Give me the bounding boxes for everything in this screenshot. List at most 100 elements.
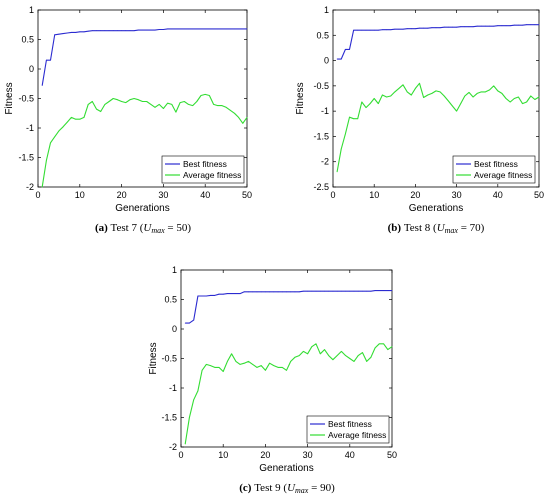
data-point-best-fitness	[265, 291, 266, 293]
data-point-best-fitness	[394, 28, 396, 30]
y-tick-label: 1	[324, 5, 329, 15]
data-point-average-fitness	[480, 91, 482, 93]
y-tick-label: -1.5	[161, 413, 177, 423]
data-point-best-fitness	[277, 291, 279, 293]
data-point-average-fitness	[137, 99, 139, 101]
data-point-average-fitness	[410, 94, 412, 96]
data-point-average-fitness	[357, 118, 359, 120]
plot-frame	[332, 9, 540, 188]
data-point-average-fitness	[193, 399, 195, 401]
x-tick-label: 20	[117, 190, 127, 200]
data-point-best-fitness	[167, 28, 168, 30]
caption-variable: U	[437, 222, 446, 234]
data-point-average-fitness	[530, 95, 532, 97]
data-point-average-fitness	[485, 91, 486, 93]
data-point-best-fitness	[87, 30, 89, 32]
x-tick-label: 30	[158, 190, 168, 200]
data-point-average-fitness	[443, 95, 445, 97]
data-point-average-fitness	[265, 369, 266, 371]
data-point-average-fitness	[369, 103, 371, 104]
data-point-average-fitness	[374, 347, 376, 349]
caption-subscript: max	[295, 486, 309, 495]
data-point-average-fitness	[50, 142, 51, 144]
data-point-best-fitness	[133, 30, 135, 32]
data-point-best-fitness	[227, 293, 228, 294]
x-tick-label: 50	[387, 450, 397, 460]
data-point-best-fitness	[112, 30, 114, 32]
data-point-average-fitness	[91, 101, 93, 102]
data-point-average-fitness	[526, 101, 528, 103]
data-point-average-fitness	[518, 96, 519, 98]
data-point-best-fitness	[311, 290, 313, 292]
x-tick-label: 50	[242, 190, 252, 200]
data-point-average-fitness	[129, 99, 131, 101]
caption-equation: = 70)	[458, 222, 485, 234]
data-point-best-fitness	[290, 291, 292, 293]
data-point-best-fitness	[526, 24, 528, 26]
data-point-average-fitness	[163, 108, 164, 109]
data-point-average-fitness	[281, 366, 283, 368]
data-point-average-fitness	[344, 133, 346, 135]
caption-subscript: max	[151, 226, 165, 235]
data-point-average-fitness	[447, 100, 449, 102]
data-point-best-fitness	[222, 293, 224, 295]
data-point-average-fitness	[406, 91, 408, 93]
chart-0: 0 10 20 30 40 50 -2 -1.5 -1 -0.5 0 0.5 1 Generations F…	[4, 5, 252, 235]
series-line-best-fitness	[185, 290, 392, 324]
data-point-best-fitness	[386, 29, 387, 31]
x-axis-label: Generations	[409, 203, 463, 214]
data-point-average-fitness	[71, 116, 72, 118]
data-point-average-fitness	[205, 364, 207, 365]
data-point-best-fitness	[100, 30, 102, 32]
data-point-best-fitness	[344, 49, 346, 50]
y-tick-label: -1	[26, 123, 34, 133]
data-point-best-fitness	[146, 29, 148, 31]
data-point-average-fitness	[96, 108, 97, 110]
data-point-average-fitness	[349, 358, 351, 359]
data-point-average-fitness	[125, 102, 127, 104]
data-point-average-fitness	[357, 355, 359, 356]
data-point-average-fitness	[328, 355, 330, 356]
data-point-best-fitness	[382, 29, 383, 31]
data-point-average-fitness	[324, 349, 325, 351]
caption-text: Test 9 (	[254, 482, 287, 494]
data-point-best-fitness	[298, 291, 300, 293]
y-tick-label: 1	[29, 5, 34, 15]
data-point-best-fitness	[234, 28, 235, 30]
data-point-best-fitness	[431, 27, 433, 29]
data-point-average-fitness	[373, 98, 375, 99]
data-point-average-fitness	[336, 355, 338, 356]
data-point-best-fitness	[158, 29, 160, 30]
data-point-best-fitness	[183, 28, 185, 30]
caption-variable: U	[143, 222, 152, 234]
data-point-best-fitness	[154, 29, 156, 31]
legend-label: Best fitness	[328, 419, 372, 429]
data-point-best-fitness	[340, 58, 342, 60]
data-point-average-fitness	[217, 105, 219, 106]
data-point-average-fitness	[248, 361, 249, 362]
y-tick-label: 0	[29, 64, 34, 74]
data-point-average-fitness	[183, 101, 185, 102]
data-point-best-fitness	[201, 295, 203, 297]
data-point-average-fitness	[336, 171, 338, 173]
data-point-average-fitness	[497, 90, 499, 92]
data-point-best-fitness	[513, 24, 515, 26]
data-point-best-fitness	[142, 29, 143, 31]
series-line-average-fitness	[184, 343, 393, 445]
data-point-best-fitness	[41, 85, 43, 86]
data-point-average-fitness	[142, 101, 143, 102]
data-point-average-fitness	[472, 96, 474, 98]
data-point-average-fitness	[476, 93, 478, 94]
data-point-best-fitness	[390, 29, 392, 31]
data-point-best-fitness	[373, 29, 375, 31]
data-point-average-fitness	[493, 85, 495, 87]
y-tick-label: -1	[169, 383, 177, 393]
data-point-average-fitness	[315, 343, 317, 345]
data-point-average-fitness	[45, 160, 47, 161]
data-point-best-fitness	[125, 30, 127, 32]
legend-label: Best fitness	[474, 159, 518, 169]
data-point-average-fitness	[427, 94, 429, 96]
data-point-best-fitness	[518, 24, 519, 26]
data-point-best-fitness	[184, 322, 186, 324]
